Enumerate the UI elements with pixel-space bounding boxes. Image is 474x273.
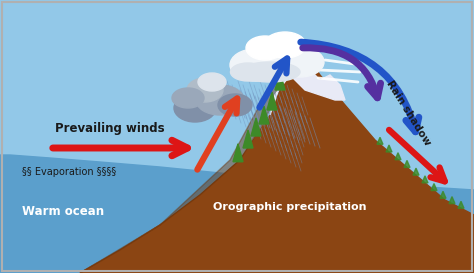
Polygon shape xyxy=(267,92,277,110)
Polygon shape xyxy=(259,106,269,124)
Ellipse shape xyxy=(240,62,300,82)
Polygon shape xyxy=(251,118,261,136)
Text: Prevailing winds: Prevailing winds xyxy=(55,122,164,135)
Polygon shape xyxy=(0,200,474,273)
Polygon shape xyxy=(275,72,285,90)
Polygon shape xyxy=(386,145,392,152)
FancyArrowPatch shape xyxy=(303,48,381,98)
Polygon shape xyxy=(80,40,474,273)
Ellipse shape xyxy=(246,36,284,60)
Text: Rain shadow: Rain shadow xyxy=(384,78,432,147)
Polygon shape xyxy=(282,55,292,73)
Polygon shape xyxy=(431,183,437,191)
Polygon shape xyxy=(270,40,345,115)
Polygon shape xyxy=(233,144,243,162)
Polygon shape xyxy=(243,130,253,148)
Polygon shape xyxy=(80,40,295,273)
Ellipse shape xyxy=(187,78,223,102)
Polygon shape xyxy=(377,137,383,144)
Polygon shape xyxy=(458,201,464,208)
Ellipse shape xyxy=(218,94,252,116)
Polygon shape xyxy=(449,197,455,204)
Polygon shape xyxy=(0,230,474,273)
Ellipse shape xyxy=(250,37,306,73)
Ellipse shape xyxy=(264,32,306,58)
Polygon shape xyxy=(404,161,410,167)
Ellipse shape xyxy=(198,73,226,91)
Text: §§ Evaporation §§§§: §§ Evaporation §§§§ xyxy=(22,167,116,177)
Ellipse shape xyxy=(276,47,324,77)
Text: Warm ocean: Warm ocean xyxy=(22,205,104,218)
Polygon shape xyxy=(0,155,474,273)
FancyArrowPatch shape xyxy=(301,42,419,132)
Text: Orographic precipitation: Orographic precipitation xyxy=(213,202,367,212)
Polygon shape xyxy=(440,191,446,198)
Ellipse shape xyxy=(196,85,244,115)
Ellipse shape xyxy=(230,63,265,81)
Ellipse shape xyxy=(174,94,216,122)
Ellipse shape xyxy=(172,88,204,108)
Polygon shape xyxy=(422,176,428,183)
Polygon shape xyxy=(413,168,419,175)
Polygon shape xyxy=(395,153,401,160)
Ellipse shape xyxy=(230,49,280,81)
